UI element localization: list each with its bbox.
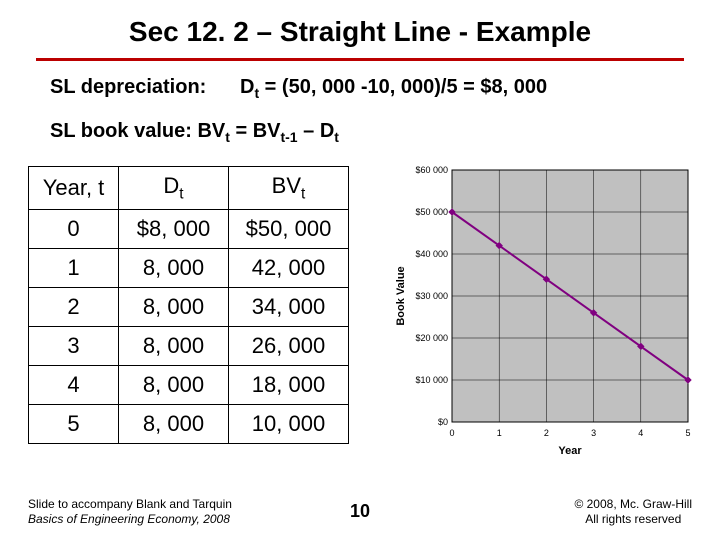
table-cell: 8, 000 — [119, 366, 229, 405]
table-cell: 10, 000 — [229, 405, 349, 444]
table-row: 0$8, 000$50, 000 — [29, 210, 349, 249]
table-cell: 8, 000 — [119, 405, 229, 444]
formula-pre: D — [240, 76, 254, 98]
table-cell: $8, 000 — [119, 210, 229, 249]
table-cell: 8, 000 — [119, 327, 229, 366]
svg-text:Year: Year — [558, 445, 582, 457]
table-cell: 8, 000 — [119, 249, 229, 288]
svg-text:$20 000: $20 000 — [415, 333, 448, 343]
table-cell: 42, 000 — [229, 249, 349, 288]
table-cell: $50, 000 — [229, 210, 349, 249]
svg-text:$0: $0 — [438, 417, 448, 427]
footer-right: © 2008, Mc. Graw-Hill All rights reserve… — [574, 497, 692, 526]
table-row: 18, 00042, 000 — [29, 249, 349, 288]
svg-text:1: 1 — [497, 428, 502, 438]
svg-text:$10 000: $10 000 — [415, 375, 448, 385]
svg-text:4: 4 — [638, 428, 643, 438]
book-value-chart: $0 $10 000 $20 000 $30 000 $40 000 $50 000 $60… — [390, 160, 700, 460]
depreciation-table: Year, t Dt BVt 0$8, 000$50, 00018, 00042… — [28, 166, 349, 444]
table-row: 58, 00010, 000 — [29, 405, 349, 444]
footer-right-line1: © 2008, Mc. Graw-Hill — [574, 497, 692, 511]
slide-title: Sec 12. 2 – Straight Line - Example — [0, 16, 720, 48]
table-cell: 5 — [29, 405, 119, 444]
depreciation-label: SL depreciation: — [50, 76, 206, 99]
table-row: 28, 00034, 000 — [29, 288, 349, 327]
table-header-row: Year, t Dt BVt — [29, 167, 349, 210]
svg-text:Book Value: Book Value — [395, 266, 407, 325]
svg-text:3: 3 — [591, 428, 596, 438]
svg-text:$50 000: $50 000 — [415, 207, 448, 217]
table-row: 38, 00026, 000 — [29, 327, 349, 366]
svg-text:2: 2 — [544, 428, 549, 438]
svg-text:$60 000: $60 000 — [415, 165, 448, 175]
table-cell: 1 — [29, 249, 119, 288]
header-dt: Dt — [119, 167, 229, 210]
header-bvt: BVt — [229, 167, 349, 210]
table-row: 48, 00018, 000 — [29, 366, 349, 405]
svg-text:0: 0 — [449, 428, 454, 438]
table-body: 0$8, 000$50, 00018, 00042, 00028, 00034,… — [29, 210, 349, 444]
footer-right-line2: All rights reserved — [585, 512, 681, 526]
table-cell: 26, 000 — [229, 327, 349, 366]
table-cell: 0 — [29, 210, 119, 249]
table-cell: 3 — [29, 327, 119, 366]
table-cell: 2 — [29, 288, 119, 327]
table-cell: 8, 000 — [119, 288, 229, 327]
formula-post: = (50, 000 -10, 000)/5 = $8, 000 — [259, 76, 547, 98]
header-year: Year, t — [29, 167, 119, 210]
table-cell: 34, 000 — [229, 288, 349, 327]
book-value-formula: SL book value: BVt = BVt-1 – Dt — [50, 120, 339, 145]
depreciation-formula: Dt = (50, 000 -10, 000)/5 = $8, 000 — [240, 76, 547, 101]
table-cell: 18, 000 — [229, 366, 349, 405]
svg-text:5: 5 — [685, 428, 690, 438]
title-underline — [36, 58, 684, 61]
svg-text:$30 000: $30 000 — [415, 291, 448, 301]
table-cell: 4 — [29, 366, 119, 405]
svg-text:$40 000: $40 000 — [415, 249, 448, 259]
